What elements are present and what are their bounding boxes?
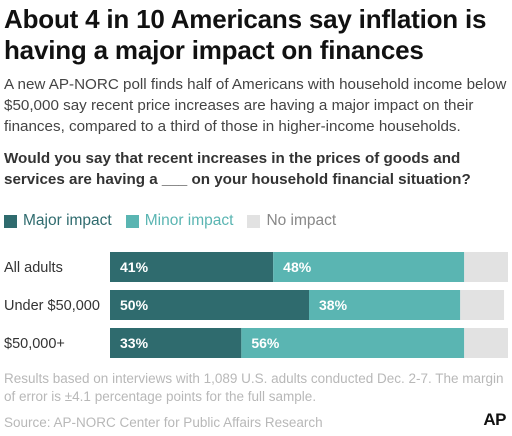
data-label: 33%: [120, 335, 149, 351]
data-label: 50%: [120, 297, 149, 313]
data-label: 56%: [251, 335, 280, 351]
data-label: 41%: [120, 259, 149, 275]
legend-label-major: Major impact: [23, 212, 112, 229]
bar-segment-minor-impact: [241, 328, 465, 358]
legend-item-none: No impact: [247, 212, 336, 230]
legend-label-minor: Minor impact: [144, 212, 234, 229]
bar-segment-no-impact: [464, 252, 508, 282]
legend-item-minor: Minor impact: [125, 212, 234, 230]
stacked-bar-chart: All adults 41% 48% Under $50,000 50% 38% $50,0…: [4, 252, 508, 358]
source-note: Source: AP-NORC Center for Public Affair…: [4, 415, 323, 430]
category-label: $50,000+: [4, 336, 65, 352]
data-label: 48%: [283, 259, 312, 275]
survey-question: Would you say that recent increases in t…: [4, 150, 471, 188]
legend-swatch-none: [247, 214, 261, 228]
legend-label-none: No impact: [266, 212, 337, 229]
bar-segment-minor-impact: [309, 290, 461, 320]
bar-segment-no-impact: [464, 328, 508, 358]
data-label: 38%: [319, 297, 348, 313]
chart-title: About 4 in 10 Americans say inflation is…: [4, 4, 487, 65]
category-label: Under $50,000: [4, 298, 100, 314]
legend-swatch-major: [4, 214, 17, 228]
legend-item-major: Major impact: [4, 212, 112, 230]
bar-segment-major-impact: [110, 290, 309, 320]
legend-swatch-minor: [125, 214, 139, 228]
bar-segment-major-impact: [110, 328, 242, 358]
bar-segment-major-impact: [110, 252, 274, 282]
bar-segment-minor-impact: [273, 252, 465, 282]
ap-logo: AP: [483, 410, 506, 429]
bar-segment-no-impact: [460, 290, 505, 320]
methodology-note: Results based on interviews with 1,089 U…: [4, 371, 504, 404]
chart-subtitle: A new AP-NORC poll finds half of America…: [4, 76, 507, 135]
category-label: All adults: [4, 260, 63, 276]
chart-legend: Major impact Minor impact No impact: [4, 210, 350, 232]
